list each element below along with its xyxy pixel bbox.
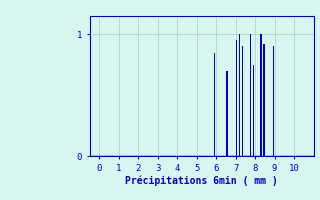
Bar (273, 46, 274, 156)
Bar (226, 71, 228, 156)
Bar (214, 53, 215, 156)
Bar (236, 40, 237, 156)
Bar (252, 65, 254, 156)
Bar (263, 44, 265, 156)
Bar (260, 34, 261, 156)
Bar (250, 34, 251, 156)
X-axis label: Précipitations 6min ( mm ): Précipitations 6min ( mm ) (125, 175, 278, 186)
Bar (242, 46, 243, 156)
Bar (239, 34, 240, 156)
